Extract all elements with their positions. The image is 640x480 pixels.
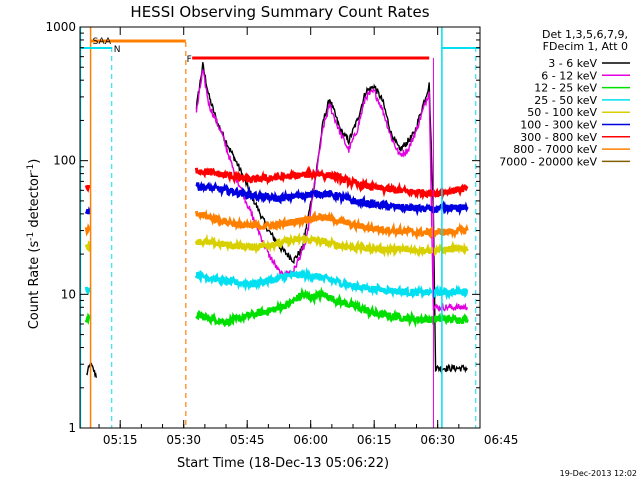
x-axis-label: Start Time (18-Dec-13 05:06:22) xyxy=(177,456,389,471)
x-tick-label: 06:45 xyxy=(484,433,519,447)
legend: Det 1,3,5,6,7,9,FDecim 1, Att 0 3 - 6 keV… xyxy=(499,28,630,168)
series-line-3 xyxy=(84,266,469,301)
legend-label: 7000 - 20000 keV xyxy=(499,155,597,168)
series-line-1 xyxy=(195,68,468,313)
series-line-6 xyxy=(84,165,469,201)
legend-label: 12 - 25 keV xyxy=(534,82,597,95)
series-line-5 xyxy=(84,180,469,217)
x-tick-label: 06:15 xyxy=(357,433,392,447)
legend-label: 300 - 800 keV xyxy=(520,131,597,144)
plot-frame xyxy=(79,26,481,429)
series-line-7 xyxy=(84,209,469,241)
y-tick-label: 100 xyxy=(53,154,76,168)
legend-label: 100 - 300 keV xyxy=(520,119,597,132)
flare-label: F xyxy=(187,55,192,65)
timestamp: 19-Dec-2013 12:02 xyxy=(560,469,637,478)
y-axis-label: Count Rate (s-1 detector-1) xyxy=(26,159,42,330)
series-line-4 xyxy=(84,232,469,258)
legend-label: 3 - 6 keV xyxy=(548,57,597,70)
y-tick-label: 10 xyxy=(61,287,76,301)
legend-label: 25 - 50 keV xyxy=(534,94,597,107)
legend-header: Det 1,3,5,6,7,9, xyxy=(542,28,628,41)
series-line-2 xyxy=(84,286,469,328)
x-tick-label: 06:00 xyxy=(293,433,328,447)
x-tick-label: 05:30 xyxy=(166,433,201,447)
legend-label: 800 - 7000 keV xyxy=(513,143,597,156)
series-line-0 xyxy=(85,62,468,378)
x-tick-label: 05:45 xyxy=(230,433,265,447)
legend-header: FDecim 1, Att 0 xyxy=(543,40,628,53)
legend-label: 50 - 100 keV xyxy=(527,106,597,119)
y-tick-label: 1000 xyxy=(45,20,76,34)
legend-label: 6 - 12 keV xyxy=(541,69,597,82)
night-label: N xyxy=(114,45,121,55)
x-tick-label: 06:30 xyxy=(420,433,455,447)
chart-title: HESSI Observing Summary Count Rates xyxy=(130,3,429,21)
y-tick-label: 1 xyxy=(68,421,76,435)
saa-label: SAA xyxy=(93,37,112,47)
x-tick-label: 05:15 xyxy=(103,433,138,447)
plot-area xyxy=(84,62,469,378)
axes: 05:15 05:30 05:45 06:00 06:15 06:30 06:45 1 10 10… xyxy=(45,20,518,447)
